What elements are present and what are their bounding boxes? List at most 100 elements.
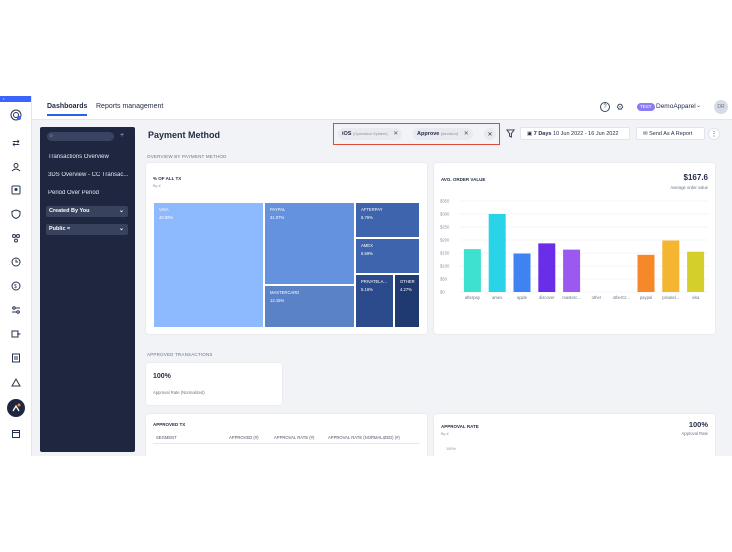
export-icon[interactable] [9,327,23,341]
treemap-tile-percent: 4.27% [400,286,412,292]
page-title: Payment Method [148,130,221,140]
dashboard-search-input[interactable]: ⌕ [47,132,114,141]
user-card-icon[interactable] [9,183,23,197]
column-header-approved[interactable]: APPROVED (#) [229,435,259,440]
avatar[interactable]: DR [714,100,728,114]
aov-title: AVG. ORDER VALUE [441,177,486,182]
network-icon[interactable] [9,231,23,245]
tab-dashboards[interactable]: Dashboards [47,103,88,116]
column-header-approval-rate-normalized[interactable]: APPROVAL RATE (NORMALIZED) (#) [328,435,400,440]
approval-rate-card: APPROVAL RATE By # 100% Approval Rate 10… [434,414,715,456]
treemap-tile[interactable]: OTHER 4.27% [394,274,420,328]
y-tick-label: $200 [440,238,450,243]
document-icon[interactable] [9,351,23,365]
section-overview: OVERVIEW BY PAYMENT METHOD [147,154,227,159]
filter-chip-decision[interactable]: Approve (decision) ✕ [413,128,473,140]
approval-rate-title: APPROVAL RATE [441,424,479,429]
shield-icon[interactable] [9,207,23,221]
history-icon[interactable]: $ [9,279,23,293]
bar-visa[interactable] [687,251,705,292]
triangle-chart-icon[interactable] [9,375,23,389]
date-range-button[interactable]: ▣ 7 Days 10 Jun 2022 - 16 Jun 2022 [520,127,630,140]
column-header-segment[interactable]: SEGMENT [156,435,177,440]
clock-icon[interactable] [9,255,23,269]
bar-discover[interactable] [538,243,556,292]
aov-bar-chart: $0 $50 $100 $150 $200 $250 $300 $350 afterpay ame… [440,199,708,300]
add-dashboard-icon[interactable]: + [120,132,125,139]
treemap-tile-percent: 31.07% [270,214,285,220]
avg-order-value-card: AVG. ORDER VALUE $167.6 Average order va… [434,163,715,334]
x-tick-label: paypal [640,295,652,300]
dashboard-item-3ds-overview[interactable]: 3DS Overview - CC Transac... [48,172,129,178]
approval-rate-caption: Approval Rate [681,431,708,436]
visibility-label: Public ≈ [49,226,71,232]
filter-value: iOS [342,131,352,137]
dashboard-item-period-over-period[interactable]: Period Over Period [48,190,100,196]
x-tick-label: masterc... [562,295,580,300]
close-icon[interactable]: ✕ [393,131,399,137]
x-tick-label: discover [539,295,555,300]
users-icon[interactable] [9,160,23,174]
filter-field: (Operation System) [353,131,388,136]
help-icon[interactable]: ? [600,102,610,112]
chevron-down-icon[interactable]: ⌄ [696,103,702,109]
treemap-tile[interactable]: VISA 40.69% [153,202,264,328]
approval-kpi-caption: Approval Rate (Normalized) [153,390,205,395]
x-tick-label: apple [517,295,528,300]
bar-paypal[interactable] [637,254,655,292]
column-header-approval-rate[interactable]: APPROVAL RATE (#) [274,435,315,440]
y-tick-label: $250 [440,225,450,230]
mail-icon: ✉ [643,131,648,137]
bar-amex[interactable] [488,214,506,292]
more-options-icon[interactable]: ⋮ [708,128,720,140]
created-by-dropdown[interactable]: Created By You ⌄ [46,206,128,217]
y-tick-label: $150 [440,251,450,256]
chevron-down-icon: ⌄ [118,226,124,232]
treemap-tile[interactable]: AMEX 6.59% [355,238,420,274]
bar-afterpay[interactable] [463,249,481,292]
bar-apple[interactable] [513,253,531,292]
org-name[interactable]: DemoApparel [656,103,696,110]
bar-privatel[interactable] [662,240,680,292]
treemap-card: % OF ALL TX By # VISA 40.69% PAYPAL 31.07% M… [146,163,427,334]
table-divider [153,443,420,444]
treemap-tile-label: AMEX [361,243,373,248]
app-window: • DASHBOARD ⇄ $ [0,96,732,456]
dashboard-active-icon[interactable] [7,399,25,417]
visibility-dropdown[interactable]: Public ≈ ⌄ [46,224,128,235]
transfer-icon[interactable]: ⇄ [12,137,20,148]
section-approved: APPROVED TRANSACTIONS [147,352,213,357]
treemap-tile-percent: 12.15% [270,297,285,303]
calendar-list-icon[interactable] [9,427,23,441]
tab-reports-management[interactable]: Reports management [96,103,164,110]
date-range-text: 10 Jun 2022 - 16 Jun 2022 [553,131,619,137]
aov-caption: Average order value [670,185,708,190]
dashboards-panel: ⌕ + Transactions Overview 3DS Overview -… [40,127,135,452]
treemap-tile[interactable]: AFTERPAY 6.76% [355,202,420,238]
org-badge: TEST [637,103,655,111]
approval-rate-value: 100% [688,420,708,429]
treemap-tile[interactable]: MASTERCARD 12.15% [264,285,355,328]
x-tick-label: privatel... [662,295,679,300]
calendar-icon: ▣ [527,131,533,137]
dashboard-item-transactions-overview[interactable]: Transactions Overview [48,154,109,160]
treemap-tile[interactable]: PAYPAL 31.07% [264,202,355,285]
gear-icon[interactable]: ⚙ [615,101,625,112]
close-icon[interactable]: ✕ [463,131,469,137]
send-as-report-button[interactable]: ✉ Send As A Report [636,127,705,140]
x-tick-label: otherCr... [613,295,630,300]
active-filters-highlight [333,123,500,145]
filter-funnel-icon[interactable] [506,129,515,140]
clear-filters-button[interactable]: ✕ [484,128,496,140]
fingerprint-logo-icon[interactable] [9,108,23,122]
treemap-subtitle: By # [153,184,161,188]
dashboard-ribbon: • DASHBOARD [0,96,32,107]
treemap-tile[interactable]: PRIVATELA... 5.16% [355,274,394,328]
bar-masterc[interactable] [563,249,581,292]
approval-rate-subtitle: By # [441,432,449,436]
treemap-tile-percent: 6.59% [361,250,373,256]
y-tick-label: $0 [440,290,445,295]
filter-chip-os[interactable]: iOS (Operation System) ✕ [338,128,403,140]
sliders-icon[interactable] [9,303,23,317]
